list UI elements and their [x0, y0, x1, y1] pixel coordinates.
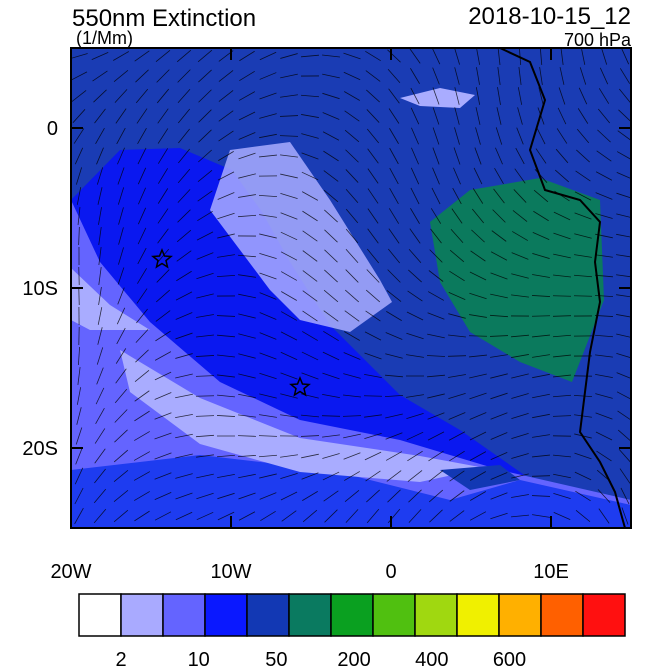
colorbar-label: 600	[493, 649, 526, 667]
x-tick-label: 10W	[210, 561, 251, 583]
colorbar-box	[331, 594, 373, 636]
colorbar-box	[415, 594, 457, 636]
colorbar-box	[457, 594, 499, 636]
colorbar-box	[373, 594, 415, 636]
x-tick-label: 20W	[50, 561, 91, 583]
colorbar-box	[205, 594, 247, 636]
colorbar-label: 400	[415, 649, 448, 667]
wind-barb	[574, 296, 592, 297]
colorbar-label: 50	[265, 649, 287, 667]
colorbar-box	[583, 594, 625, 636]
colorbar-label: 200	[337, 649, 370, 667]
x-tick-label: 10E	[533, 561, 569, 583]
colorbar-box	[247, 594, 289, 636]
colorbar-box	[121, 594, 163, 636]
y-tick-label: 10S	[22, 278, 58, 300]
y-tick-label: 0	[47, 118, 58, 140]
colorbar-box	[541, 594, 583, 636]
colorbar-box	[163, 594, 205, 636]
colorbar-box	[289, 594, 331, 636]
colorbar-box	[79, 594, 121, 636]
map-field	[70, 47, 634, 528]
colorbar: 2 10 50 200 400 600	[79, 594, 625, 667]
wind-barb	[532, 316, 550, 317]
colorbar-label: 2	[115, 649, 126, 667]
wind-barb	[553, 296, 571, 297]
date: 2018-10-15_12	[468, 3, 631, 30]
colorbar-box	[499, 594, 541, 636]
x-tick-label: 0	[385, 561, 396, 583]
level: 700 hPa	[564, 30, 632, 50]
colorbar-label: 10	[188, 649, 210, 667]
wind-barb	[196, 396, 214, 397]
y-tick-label: 20S	[22, 438, 58, 460]
units: (1/Mm)	[76, 28, 133, 48]
